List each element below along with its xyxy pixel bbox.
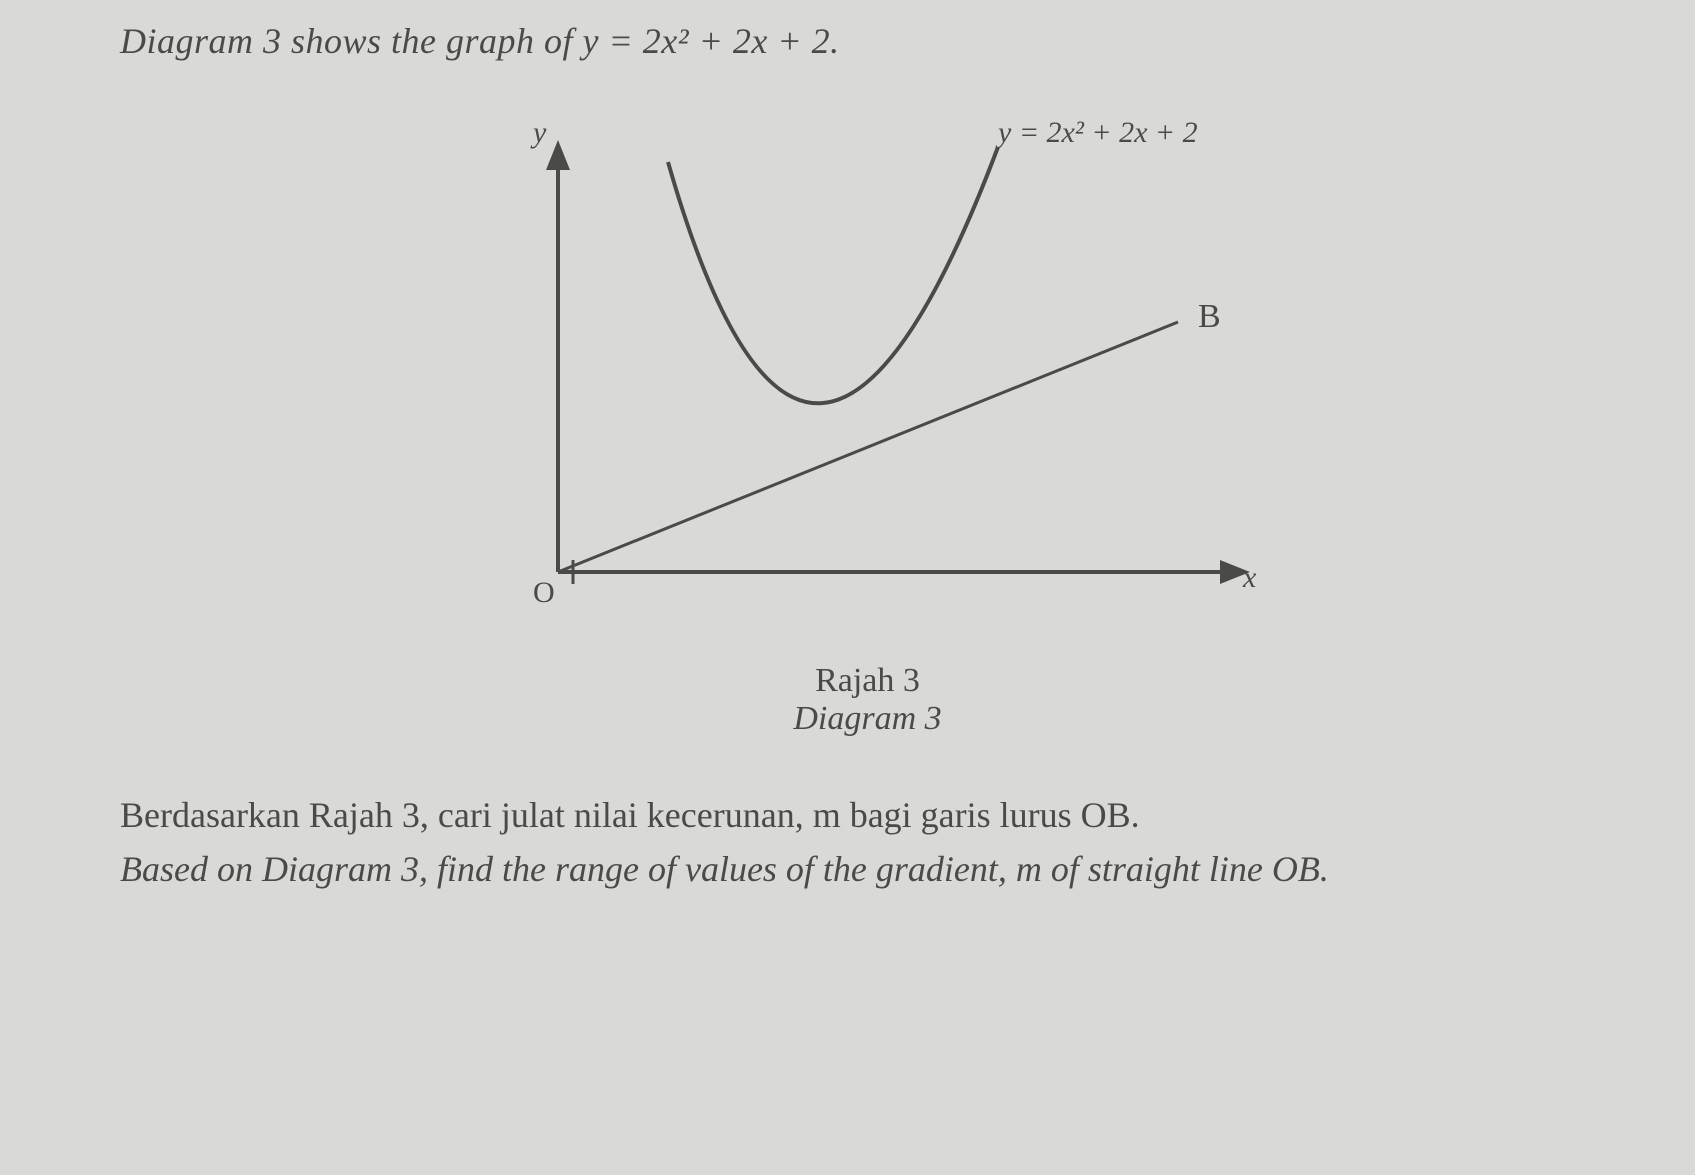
diagram-caption: Rajah 3 Diagram 3 <box>793 662 941 738</box>
caption-english: Diagram 3 <box>793 700 941 738</box>
diagram-svg: y y = 2x² + 2x + 2 B O x <box>438 92 1298 652</box>
question-english: Based on Diagram 3, find the range of va… <box>120 842 1615 896</box>
equation-label: y = 2x² + 2x + 2 <box>995 116 1198 149</box>
diagram-wrapper: y y = 2x² + 2x + 2 B O x Rajah 3 Diagram… <box>120 92 1615 738</box>
intro-text: Diagram 3 shows the graph of y = 2x² + 2… <box>120 20 1615 62</box>
line-ob <box>558 322 1178 572</box>
y-axis-label: y <box>530 116 547 149</box>
question-malay: Berdasarkan Rajah 3, cari julat nilai ke… <box>120 788 1615 842</box>
point-b-label: B <box>1198 298 1221 335</box>
caption-malay: Rajah 3 <box>793 662 941 700</box>
parabola-curve <box>668 147 998 403</box>
question-block: Berdasarkan Rajah 3, cari julat nilai ke… <box>120 788 1615 896</box>
y-axis-arrow <box>546 140 570 170</box>
origin-label: O <box>533 576 555 609</box>
page-container: Diagram 3 shows the graph of y = 2x² + 2… <box>0 0 1695 1175</box>
x-axis-label: x <box>1242 561 1257 594</box>
